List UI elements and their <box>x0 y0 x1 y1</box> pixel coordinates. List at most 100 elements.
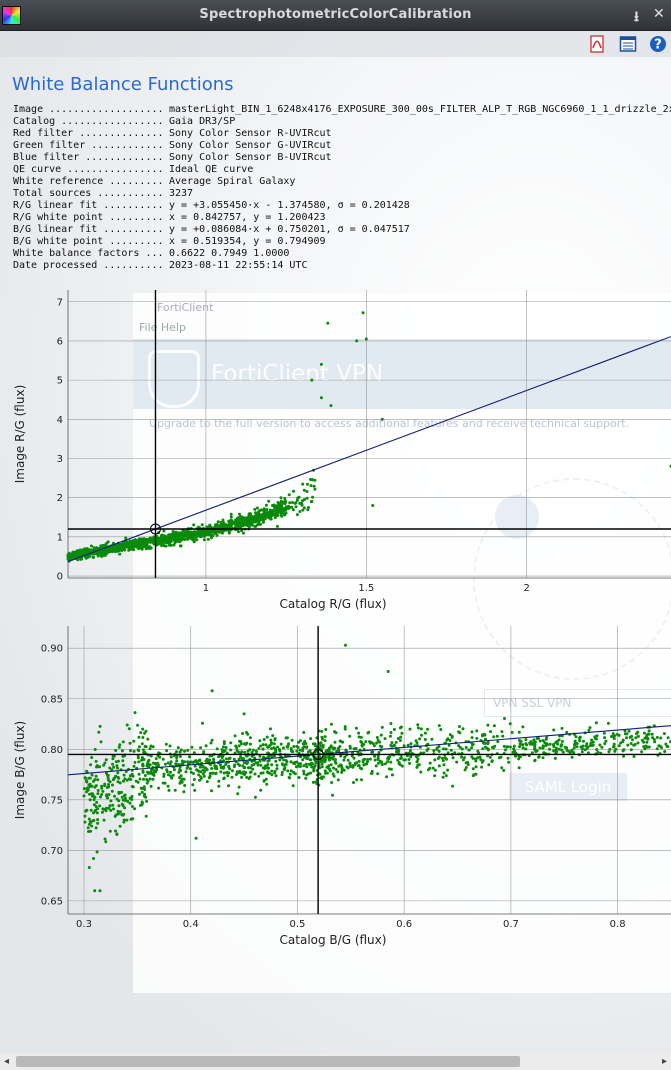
data-point <box>319 362 323 366</box>
data-point <box>313 487 317 491</box>
data-point <box>102 763 106 767</box>
data-point <box>348 734 352 738</box>
data-point <box>228 524 232 528</box>
data-point <box>205 525 209 529</box>
data-point <box>301 758 305 762</box>
minimize-icon[interactable]: ⭳ <box>634 9 639 25</box>
data-point <box>77 551 81 554</box>
data-point <box>297 740 300 744</box>
data-point <box>361 311 365 315</box>
scroll-left-icon[interactable]: ◂ <box>4 1056 10 1067</box>
data-point <box>184 531 188 535</box>
data-point <box>175 756 179 760</box>
pdf-icon[interactable] <box>588 35 606 53</box>
data-point <box>172 768 176 772</box>
data-point <box>626 743 630 747</box>
data-point <box>142 785 146 789</box>
data-point <box>268 744 272 748</box>
globe-icon <box>473 478 671 680</box>
data-point <box>304 776 308 780</box>
data-point <box>187 534 190 538</box>
data-point <box>242 531 245 535</box>
data-point <box>406 743 410 747</box>
data-point <box>132 749 136 753</box>
x-tick-label: 1 <box>203 583 209 594</box>
info-key: Total sources ........... <box>13 188 164 199</box>
data-point <box>444 747 448 751</box>
info-row: Green filter ............ Sony Color Sens… <box>13 140 671 152</box>
data-point <box>104 809 108 813</box>
info-key: White balance factors ... <box>13 248 164 259</box>
scroll-thumb[interactable] <box>16 1056 520 1067</box>
data-point <box>116 809 120 813</box>
info-key: Green filter ............ <box>13 140 164 151</box>
data-point <box>390 773 394 777</box>
data-point <box>137 745 141 749</box>
data-point <box>144 814 148 818</box>
data-point <box>262 738 266 741</box>
data-point <box>189 770 193 774</box>
data-point <box>85 779 88 783</box>
data-point <box>184 770 188 774</box>
info-row: QE curve ................ Ideal QE curve <box>13 164 671 176</box>
data-point <box>105 551 109 554</box>
data-point <box>302 488 306 492</box>
data-point <box>266 763 270 766</box>
data-point <box>255 518 259 522</box>
data-point <box>208 523 212 527</box>
data-point <box>108 804 112 808</box>
close-icon[interactable]: ✕ <box>653 6 665 22</box>
data-point <box>408 749 412 753</box>
data-point <box>443 756 447 760</box>
data-point <box>168 763 172 766</box>
data-point <box>506 756 510 760</box>
data-point <box>209 741 213 745</box>
info-key: R/G linear fit .......... <box>13 200 164 211</box>
info-key: QE curve ................ <box>13 164 164 175</box>
data-point <box>169 755 173 759</box>
data-point <box>107 783 110 786</box>
data-point <box>496 740 500 744</box>
browser-icon[interactable] <box>619 35 637 53</box>
forticlient-banner <box>133 339 671 409</box>
data-point <box>148 747 152 751</box>
data-point <box>111 757 115 761</box>
y-axis-label: Image R/G (flux) <box>13 385 27 484</box>
data-point <box>457 730 461 734</box>
data-point <box>361 760 365 764</box>
data-point <box>152 769 156 773</box>
title-bar[interactable]: SpectrophotometricColorCalibration ⭳ ✕ <box>0 0 671 31</box>
data-point <box>502 769 506 772</box>
data-point <box>529 740 533 744</box>
data-point <box>127 727 131 731</box>
data-point <box>227 784 230 788</box>
data-point <box>295 498 299 502</box>
data-point <box>652 738 656 741</box>
data-point <box>134 779 138 783</box>
data-point <box>471 767 475 771</box>
data-point <box>254 511 257 515</box>
data-point <box>243 766 247 770</box>
data-point <box>368 757 372 761</box>
info-key: B/G white point ......... <box>13 236 164 247</box>
data-point <box>287 742 290 746</box>
x-tick-label: 0.3 <box>76 919 92 930</box>
data-point <box>239 755 243 759</box>
info-row: R/G linear fit .......... y = +3.055450·x… <box>13 200 671 212</box>
data-point <box>552 743 556 747</box>
horizontal-scrollbar[interactable]: ◂ ▸ <box>0 1053 671 1070</box>
data-point <box>270 763 274 767</box>
data-point <box>628 735 632 739</box>
data-point <box>97 765 101 769</box>
x-tick-label: 0.4 <box>183 919 199 930</box>
data-point <box>221 518 225 522</box>
data-point <box>114 760 118 764</box>
data-point <box>271 504 274 507</box>
data-point <box>389 744 393 747</box>
help-icon[interactable]: ? <box>649 35 667 53</box>
data-point <box>244 523 248 527</box>
data-point <box>104 758 108 762</box>
data-point <box>364 337 368 341</box>
scroll-right-icon[interactable]: ▸ <box>661 1056 667 1067</box>
data-point <box>305 490 309 493</box>
